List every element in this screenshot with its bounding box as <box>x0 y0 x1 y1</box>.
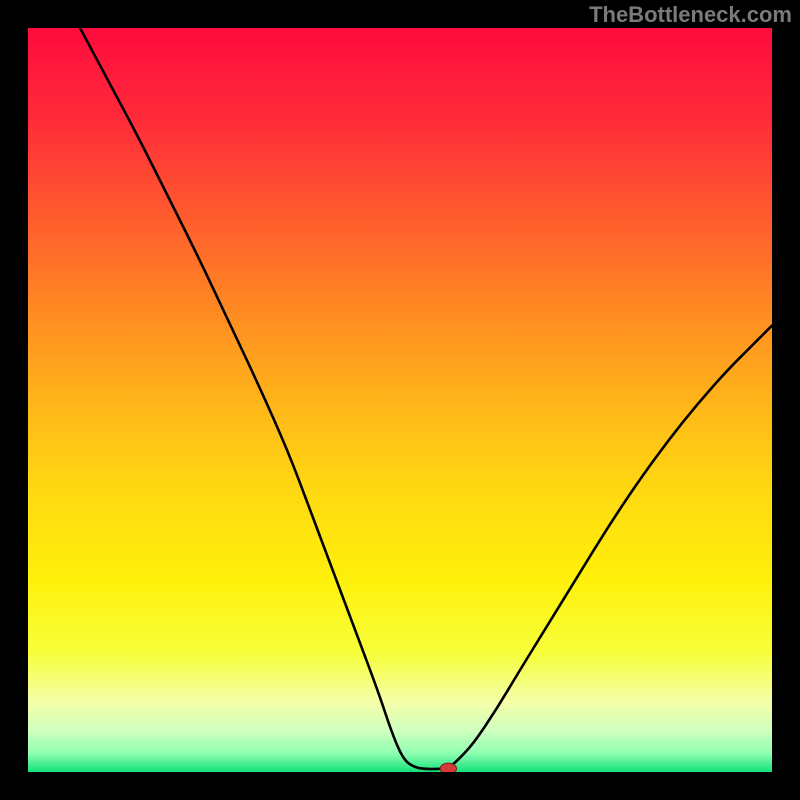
chart-stage: TheBottleneck.com <box>0 0 800 800</box>
bottleneck-curve <box>80 28 772 769</box>
curve-layer <box>28 28 772 772</box>
watermark-text: TheBottleneck.com <box>589 2 792 28</box>
plot-area <box>28 28 772 772</box>
minimum-marker <box>440 763 456 772</box>
